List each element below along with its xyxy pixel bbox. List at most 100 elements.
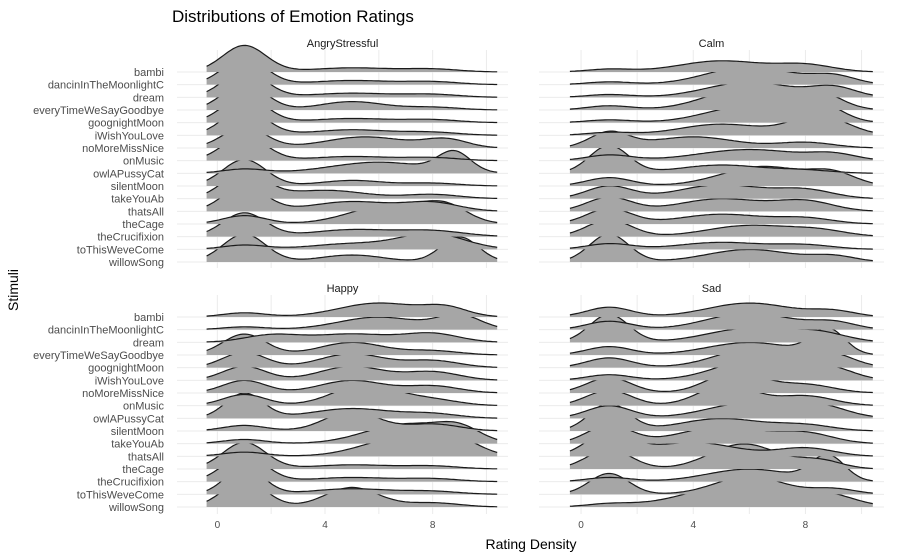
y-tick-label: takeYouAb — [111, 194, 164, 206]
ridge-line-sad-dream — [569, 313, 873, 342]
ridge-fill-happy-the-cage — [206, 442, 498, 469]
y-tick-label: bambi — [134, 312, 164, 324]
y-tick-label: noMoreMissNice — [82, 388, 164, 400]
ridge-fill-happy-goognight-moon — [206, 352, 498, 368]
y-tick-label: willowSong — [108, 502, 164, 514]
y-tick-label: everyTimeWeSayGoodbye — [33, 350, 164, 362]
y-tick-label: onMusic — [123, 401, 164, 413]
x-tick-label: 0 — [578, 520, 584, 531]
ridge-fill-angry-stressful-on-music — [206, 135, 498, 161]
ridge-fill-calm-dancin-in-the-moonlight-c — [569, 66, 873, 85]
ridge-fill-sad-take-you-ab — [569, 425, 873, 444]
panel-strip-calm: Calm — [699, 38, 725, 50]
y-tick-label: iWishYouLove — [95, 375, 164, 387]
ridge-fill-angry-stressful-silent-moon — [206, 159, 498, 186]
ridge-fill-happy-no-more-miss-nice — [206, 380, 498, 393]
ridge-fill-happy-every-time-we-say-goodbye — [206, 334, 498, 355]
ridge-fill-sad-thats-all — [569, 430, 873, 457]
ridge-line-angry-stressful-silent-moon — [206, 158, 498, 187]
y-tick-label: dream — [133, 337, 164, 349]
ridge-line-angry-stressful-the-crucifixion — [206, 212, 498, 237]
ridge-fill-sad-to-this-weve-come — [569, 473, 873, 495]
ridge-fill-happy-dream — [206, 332, 498, 343]
panel-strip-happy: Happy — [327, 283, 359, 295]
y-tick-label: dancinInTheMoonlightC — [48, 80, 164, 92]
y-tick-label: bambi — [134, 67, 164, 79]
chart-title: Distributions of Emotion Ratings — [172, 7, 414, 26]
y-tick-label: iWishYouLove — [95, 130, 164, 142]
ridge-line-calm-bambi — [569, 60, 873, 73]
ridge-line-happy-dream — [206, 332, 498, 343]
x-tick-label: 0 — [215, 520, 221, 531]
y-tick-label: noMoreMissNice — [82, 143, 164, 155]
ridge-fill-sad-the-cage — [569, 443, 873, 469]
ridge-fill-angry-stressful-dancin-in-the-moonlight-c — [206, 58, 498, 85]
ridge-fill-angry-stressful-thats-all — [206, 186, 498, 212]
ridge-line-calm-on-music — [569, 148, 873, 160]
y-tick-label: onMusic — [123, 156, 164, 168]
ridge-line-calm-to-this-weve-come — [569, 241, 873, 250]
ridge-fill-happy-the-crucifixion — [206, 455, 498, 482]
x-tick-label: 8 — [430, 520, 436, 531]
ridge-fill-angry-stressful-take-you-ab — [206, 171, 498, 199]
y-tick-label: theCrucifixion — [97, 232, 164, 244]
y-tick-label: owlAPussyCat — [93, 413, 164, 425]
ridge-fill-sad-on-music — [569, 384, 873, 406]
y-tick-label: thatsAll — [128, 206, 164, 218]
panel-strip-sad: Sad — [702, 283, 722, 295]
y-tick-label: theCage — [122, 219, 164, 231]
y-tick-label: toThisWeveCome — [77, 489, 164, 501]
ridge-fill-angry-stressful-dream — [206, 70, 498, 98]
ridge-fill-happy-on-music — [206, 384, 498, 406]
ridge-layer — [206, 44, 873, 508]
ridge-line-angry-stressful-the-cage — [206, 200, 498, 224]
ridge-fill-calm-the-cage — [569, 208, 873, 224]
ridge-fill-angry-stressful-goognight-moon — [206, 96, 498, 123]
ridge-fill-happy-bambi — [206, 303, 498, 317]
y-tick-label: theCrucifixion — [97, 477, 164, 489]
x-axis-title: Rating Density — [485, 536, 576, 552]
y-tick-label: everyTimeWeSayGoodbye — [33, 105, 164, 117]
y-tick-label: willowSong — [108, 257, 164, 269]
label-layer: AngryStressfulwillowSongtoThisWeveCometh… — [33, 38, 809, 531]
ridge-fill-calm-willow-song — [569, 234, 873, 262]
ridge-line-happy-take-you-ab — [206, 420, 498, 444]
ridge-fill-angry-stressful-the-crucifixion — [206, 212, 498, 237]
ridge-fill-calm-dream — [569, 82, 873, 98]
ridge-line-sad-bambi — [569, 302, 873, 317]
ridge-line-happy-the-cage — [206, 441, 498, 470]
panel-strip-angry-stressful: AngryStressful — [307, 38, 379, 50]
ridge-line-calm-willow-song — [569, 233, 873, 262]
y-tick-label: silentMoon — [111, 181, 164, 193]
ridge-fill-sad-no-more-miss-nice — [569, 371, 873, 393]
ridge-fill-sad-bambi — [569, 303, 873, 317]
ridge-line-angry-stressful-owl-apussy-cat — [206, 149, 498, 173]
ridge-fill-sad-owl-apussy-cat — [569, 402, 873, 419]
ridge-fill-calm-thats-all — [569, 197, 873, 212]
ridge-fill-angry-stressful-every-time-we-say-goodbye — [206, 83, 498, 110]
y-tick-label: theCage — [122, 464, 164, 476]
ridge-fill-angry-stressful-owl-apussy-cat — [206, 150, 498, 174]
ridge-fill-angry-stressful-to-this-weve-come — [206, 233, 498, 250]
x-tick-label: 4 — [690, 520, 696, 531]
ridge-fill-angry-stressful-i-wish-you-love — [206, 108, 498, 136]
y-tick-label: thatsAll — [128, 451, 164, 463]
y-tick-label: goognightMoon — [88, 363, 164, 375]
ridge-line-happy-bambi — [206, 302, 498, 317]
ridge-fill-sad-every-time-we-say-goodbye — [569, 327, 873, 355]
y-tick-label: goognightMoon — [88, 118, 164, 130]
x-tick-label: 4 — [322, 520, 328, 531]
ridge-fill-sad-dream — [569, 314, 873, 343]
y-tick-label: takeYouAb — [111, 439, 164, 451]
y-tick-label: dancinInTheMoonlightC — [48, 325, 164, 337]
ridge-fill-angry-stressful-willow-song — [206, 234, 498, 262]
y-tick-label: silentMoon — [111, 426, 164, 438]
ridge-line-happy-no-more-miss-nice — [206, 379, 498, 394]
y-tick-label: dream — [133, 92, 164, 104]
ridge-fill-sad-dancin-in-the-moonlight-c — [569, 312, 873, 330]
ridge-fill-happy-dancin-in-the-moonlight-c — [206, 313, 498, 330]
ridge-fill-happy-i-wish-you-love — [206, 366, 498, 381]
x-tick-label: 8 — [803, 520, 809, 531]
ridge-fill-sad-the-crucifixion — [569, 454, 873, 482]
